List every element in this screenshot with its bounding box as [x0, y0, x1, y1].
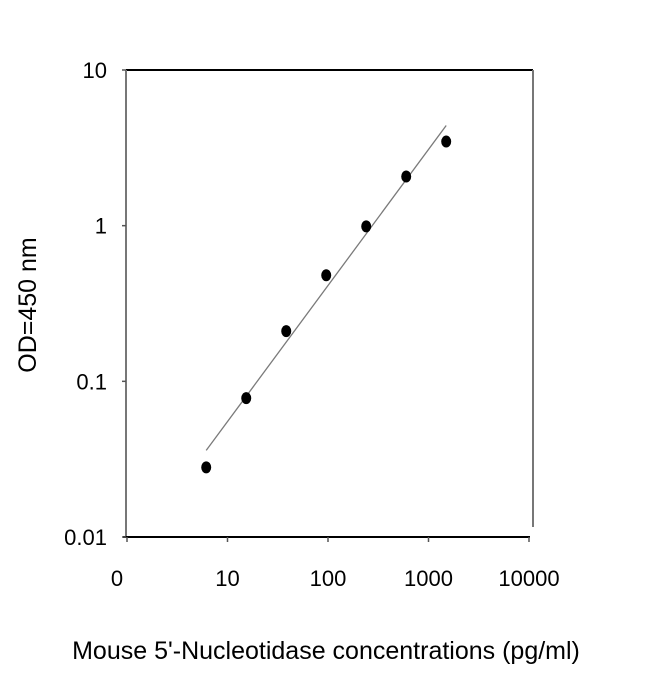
x-tick-label: 1000	[404, 566, 453, 591]
data-point	[441, 135, 452, 148]
plot-frame	[123, 69, 534, 538]
data-points	[201, 135, 452, 474]
data-point	[241, 392, 252, 405]
y-tick-label: 1	[95, 214, 107, 239]
data-point	[361, 220, 372, 233]
data-point	[201, 461, 212, 474]
x-axis-title: Mouse 5'-Nucleotidase concentrations (pg…	[72, 637, 580, 665]
x-tick-label: 100	[310, 566, 347, 591]
y-tick-label: 0.01	[64, 525, 107, 550]
data-point	[281, 325, 292, 338]
y-tick-label: 0.1	[76, 369, 107, 394]
y-axis-ticks: 0.01 0.1 1 10	[64, 58, 126, 550]
x-axis-ticks: 0 10 100 1000 10000	[111, 537, 560, 591]
x-tick-label: 0	[111, 566, 123, 591]
x-tick-label: 10	[215, 566, 239, 591]
y-axis-title: OD=450 nm	[14, 237, 42, 373]
data-point	[401, 170, 412, 183]
data-point	[321, 269, 332, 282]
x-tick-label: 10000	[498, 566, 559, 591]
y-tick-label: 10	[83, 58, 107, 83]
